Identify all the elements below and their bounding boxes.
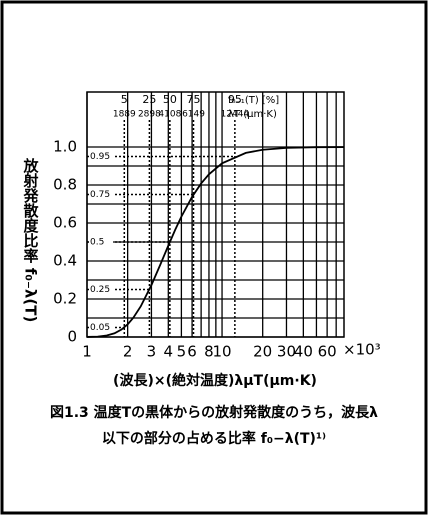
marker-lambda: 4108	[158, 110, 181, 120]
x-tick-label: 4	[164, 343, 174, 361]
y-tick-label: 0.2	[53, 290, 77, 308]
caption: 以下の部分の占める比率 f₀−λ(T)¹⁾	[102, 430, 326, 447]
x-tick-label: 40	[294, 343, 313, 361]
x-tick-label: 2	[123, 343, 133, 361]
x-tick-label: 30	[277, 343, 296, 361]
y-tick-label: 0.4	[53, 252, 77, 270]
marker-y-label: 0.5	[90, 238, 104, 248]
marker-y-label: 0.95	[90, 152, 110, 162]
y-tick-label: 1.0	[53, 138, 77, 156]
x-axis-label: (波長)×(絶対温度)λμT(μm·K)	[113, 372, 317, 389]
marker-label-bg	[89, 236, 113, 248]
top-label-lambda: λT (μm·K)	[228, 109, 277, 120]
y-axis-label: 放射発散度比率 f₀₋λ(T)	[22, 157, 40, 322]
marker-percent: 75	[187, 93, 201, 106]
marker-percent: 50	[163, 93, 177, 106]
marker-lambda: 6149	[182, 110, 205, 120]
y-tick-label: 0.8	[53, 176, 77, 194]
x-tick-label: 3	[147, 343, 157, 361]
top-label-percent: f₀₋₁(T) [%]	[228, 95, 279, 106]
marker-label-bg	[89, 321, 113, 334]
marker-label-bg	[89, 150, 113, 163]
x-tick-label: 8	[204, 343, 214, 361]
x-tick-label: 1	[82, 343, 92, 361]
x-tick-label: 10	[212, 343, 231, 361]
y-tick-label: 0.6	[53, 214, 77, 232]
x-tick-label: 6	[187, 343, 197, 361]
curve	[86, 146, 345, 338]
marker-y-label: 0.75	[90, 190, 110, 200]
marker-lambda: 1889	[113, 110, 136, 120]
y-tick-label: 0	[67, 328, 77, 346]
x-tick-label: 5	[177, 343, 187, 361]
marker-percent: 95	[228, 93, 242, 106]
marker-percent: 25	[142, 93, 156, 106]
x-unit: ×10³	[343, 341, 381, 359]
marker-y-label: 0.25	[90, 285, 110, 295]
caption: 図1.3 温度Tの黒体からの放射発散度のうち，波長λ	[50, 404, 378, 421]
marker-lambda: 12444	[221, 110, 250, 120]
x-tick-label: 60	[318, 343, 337, 361]
marker-label-bg	[89, 283, 113, 296]
marker-label-bg	[89, 188, 113, 201]
x-tick-label: 20	[253, 343, 272, 361]
marker-lambda: 2898	[138, 110, 161, 120]
marker-y-label: 0.05	[90, 323, 110, 333]
marker-percent: 5	[121, 93, 128, 106]
